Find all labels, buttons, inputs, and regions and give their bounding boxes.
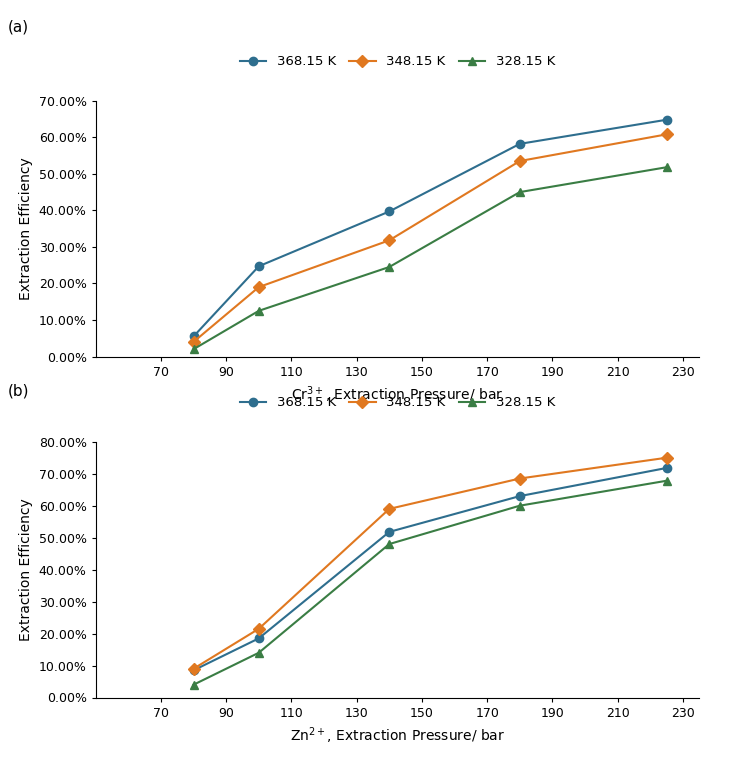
Text: (a): (a): [7, 19, 29, 34]
348.15 K: [189, 664, 198, 673]
368.15 K: [385, 207, 394, 216]
Line: 368.15 K: 368.15 K: [189, 115, 670, 340]
Legend: 368.15 K, 348.15 K, 328.15 K: 368.15 K, 348.15 K, 328.15 K: [235, 391, 560, 415]
Line: 328.15 K: 328.15 K: [189, 477, 670, 689]
328.15 K: [515, 501, 524, 511]
328.15 K: [385, 262, 394, 271]
348.15 K: [255, 282, 263, 291]
348.15 K: [385, 236, 394, 245]
Y-axis label: Extraction Efficiency: Extraction Efficiency: [19, 157, 33, 300]
348.15 K: [385, 505, 394, 514]
328.15 K: [662, 476, 671, 485]
328.15 K: [189, 345, 198, 354]
348.15 K: [662, 453, 671, 463]
Y-axis label: Extraction Efficiency: Extraction Efficiency: [19, 498, 33, 641]
Legend: 368.15 K, 348.15 K, 328.15 K: 368.15 K, 348.15 K, 328.15 K: [235, 50, 560, 74]
368.15 K: [662, 463, 671, 473]
328.15 K: [255, 648, 263, 657]
X-axis label: Zn$^{2+}$, Extraction Pressure/ bar: Zn$^{2+}$, Extraction Pressure/ bar: [290, 725, 505, 746]
328.15 K: [385, 539, 394, 549]
Line: 328.15 K: 328.15 K: [189, 163, 670, 353]
328.15 K: [662, 163, 671, 172]
Line: 348.15 K: 348.15 K: [189, 130, 670, 346]
328.15 K: [515, 188, 524, 197]
X-axis label: Cr$^{3+}$, Extraction Pressure/ bar: Cr$^{3+}$, Extraction Pressure/ bar: [291, 384, 503, 405]
368.15 K: [662, 115, 671, 125]
368.15 K: [385, 527, 394, 536]
328.15 K: [189, 680, 198, 690]
Line: 348.15 K: 348.15 K: [189, 453, 670, 673]
368.15 K: [255, 634, 263, 643]
368.15 K: [189, 332, 198, 341]
368.15 K: [515, 491, 524, 501]
348.15 K: [189, 337, 198, 346]
348.15 K: [515, 157, 524, 166]
328.15 K: [255, 306, 263, 315]
368.15 K: [189, 666, 198, 675]
348.15 K: [515, 474, 524, 483]
368.15 K: [515, 140, 524, 149]
Text: (b): (b): [7, 384, 29, 398]
348.15 K: [662, 129, 671, 139]
Line: 368.15 K: 368.15 K: [189, 463, 670, 674]
368.15 K: [255, 262, 263, 271]
348.15 K: [255, 624, 263, 633]
